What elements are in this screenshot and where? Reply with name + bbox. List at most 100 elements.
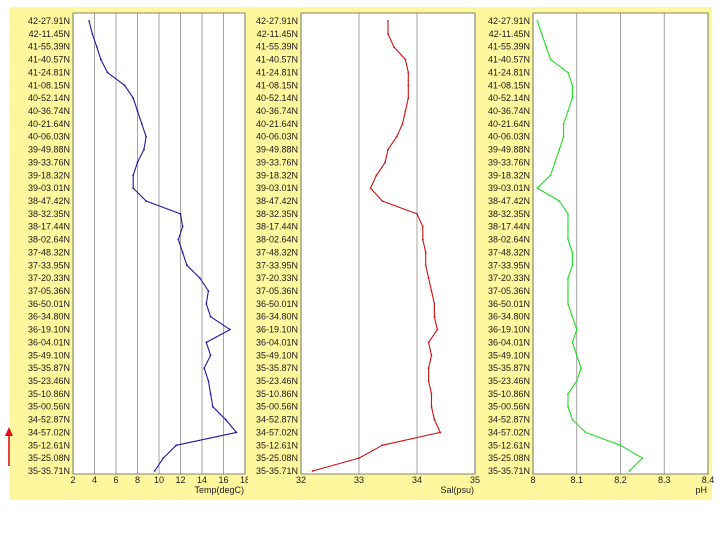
x-tick-label: 16 — [218, 475, 228, 485]
data-point — [427, 341, 430, 344]
latitude-label: 37-20.33N — [488, 273, 530, 283]
data-point — [211, 405, 214, 408]
data-point — [584, 431, 587, 434]
latitude-label: 35-49.10N — [28, 350, 70, 360]
data-point — [123, 84, 126, 87]
latitude-label: 34-57.02N — [488, 427, 530, 437]
x-tick-label: 8.1 — [570, 475, 583, 485]
latitude-label: 40-21.64N — [256, 119, 298, 129]
x-axis-title: Temp(degC) — [194, 485, 244, 495]
data-point — [209, 392, 212, 395]
latitude-label: 37-33.95N — [28, 260, 70, 270]
data-point — [145, 135, 148, 138]
latitude-label: 41-08.15N — [488, 80, 530, 90]
latitude-label: 38-32.35N — [28, 209, 70, 219]
latitude-label: 40-36.74N — [256, 106, 298, 116]
latitude-label: 41-55.39N — [256, 42, 298, 52]
plot-border — [532, 12, 709, 475]
latitude-label: 34-52.87N — [28, 415, 70, 425]
data-point — [207, 290, 210, 292]
latitude-label: 40-21.64N — [488, 119, 530, 129]
latitude-label: 36-04.01N — [28, 337, 70, 347]
data-point — [100, 58, 102, 61]
data-point — [536, 20, 539, 22]
data-point — [407, 97, 410, 100]
data-point — [558, 148, 561, 151]
latitude-label: 39-03.01N — [488, 183, 530, 193]
data-point — [436, 328, 439, 331]
latitude-label: 35-35.71N — [488, 466, 530, 476]
data-point — [177, 238, 180, 241]
latitude-label: 36-19.10N — [28, 325, 70, 335]
x-tick-label: 35 — [470, 475, 480, 485]
data-point — [179, 212, 182, 215]
x-tick-label: 12 — [175, 475, 185, 485]
latitude-label: 35-35.87N — [28, 363, 70, 373]
data-point — [140, 122, 143, 125]
latitude-label: 40-52.14N — [256, 93, 298, 103]
latitude-label: 35-23.46N — [28, 376, 70, 386]
x-tick-label: 32 — [296, 475, 306, 485]
latitude-label: 41-55.39N — [28, 42, 70, 52]
x-tick-label: 4 — [92, 475, 97, 485]
latitude-label: 37-20.33N — [256, 273, 298, 283]
latitude-label: 37-05.36N — [488, 286, 530, 296]
data-point — [381, 200, 384, 202]
data-point — [567, 405, 569, 408]
data-point — [571, 341, 574, 344]
latitude-label: 42-11.45N — [29, 29, 70, 39]
data-point — [392, 45, 395, 48]
latitude-label: 35-00.56N — [256, 402, 298, 412]
data-point — [95, 45, 98, 48]
data-point — [387, 32, 389, 35]
data-point — [203, 367, 206, 370]
latitude-label: 35-10.86N — [488, 389, 530, 399]
latitude-label: 37-05.36N — [256, 286, 298, 296]
data-point — [545, 45, 548, 48]
data-point — [628, 470, 631, 472]
latitude-label: 41-08.15N — [256, 80, 298, 90]
latitude-label: 41-24.81N — [256, 67, 298, 77]
latitude-label: 35-23.46N — [256, 376, 298, 386]
data-point — [132, 97, 135, 100]
x-tick-label: 33 — [354, 475, 364, 485]
data-point — [143, 148, 145, 151]
data-point — [404, 58, 407, 61]
latitude-label: 42-11.45N — [257, 29, 298, 39]
data-point — [209, 315, 212, 318]
latitude-label: 39-18.32N — [28, 170, 70, 180]
latitude-label: 40-36.74N — [488, 106, 530, 116]
latitude-label: 37-48.32N — [28, 247, 70, 257]
latitude-label: 35-35.87N — [488, 363, 530, 373]
latitude-label: 40-36.74N — [28, 106, 70, 116]
latitude-label: 38-47.42N — [256, 196, 298, 206]
data-point — [162, 457, 165, 460]
x-tick-label: 8 — [530, 475, 535, 485]
data-point — [106, 71, 109, 74]
latitude-label: 38-47.42N — [488, 196, 530, 206]
latitude-label: 36-04.01N — [488, 337, 530, 347]
latitude-label: 39-33.76N — [28, 157, 70, 167]
plot-border — [300, 12, 476, 475]
data-point — [416, 212, 418, 215]
data-point — [619, 444, 622, 447]
latitude-label: 41-24.81N — [28, 67, 70, 77]
x-tick-label: 8.2 — [614, 475, 627, 485]
latitude-label: 36-19.10N — [256, 325, 298, 335]
latitude-label: 41-24.81N — [488, 67, 530, 77]
data-point — [235, 431, 238, 434]
data-point — [567, 212, 569, 215]
data-point — [439, 431, 442, 434]
latitude-label: 35-10.86N — [28, 389, 70, 399]
latitude-label: 34-57.02N — [256, 427, 298, 437]
data-point — [427, 380, 430, 382]
x-tick-label: 2 — [70, 475, 75, 485]
data-point — [424, 264, 427, 267]
data-point — [387, 148, 389, 151]
latitude-label: 39-49.88N — [256, 145, 298, 155]
data-point — [229, 328, 231, 331]
data-point — [571, 315, 574, 318]
data-point — [421, 238, 424, 241]
latitude-label: 36-34.80N — [28, 312, 70, 322]
